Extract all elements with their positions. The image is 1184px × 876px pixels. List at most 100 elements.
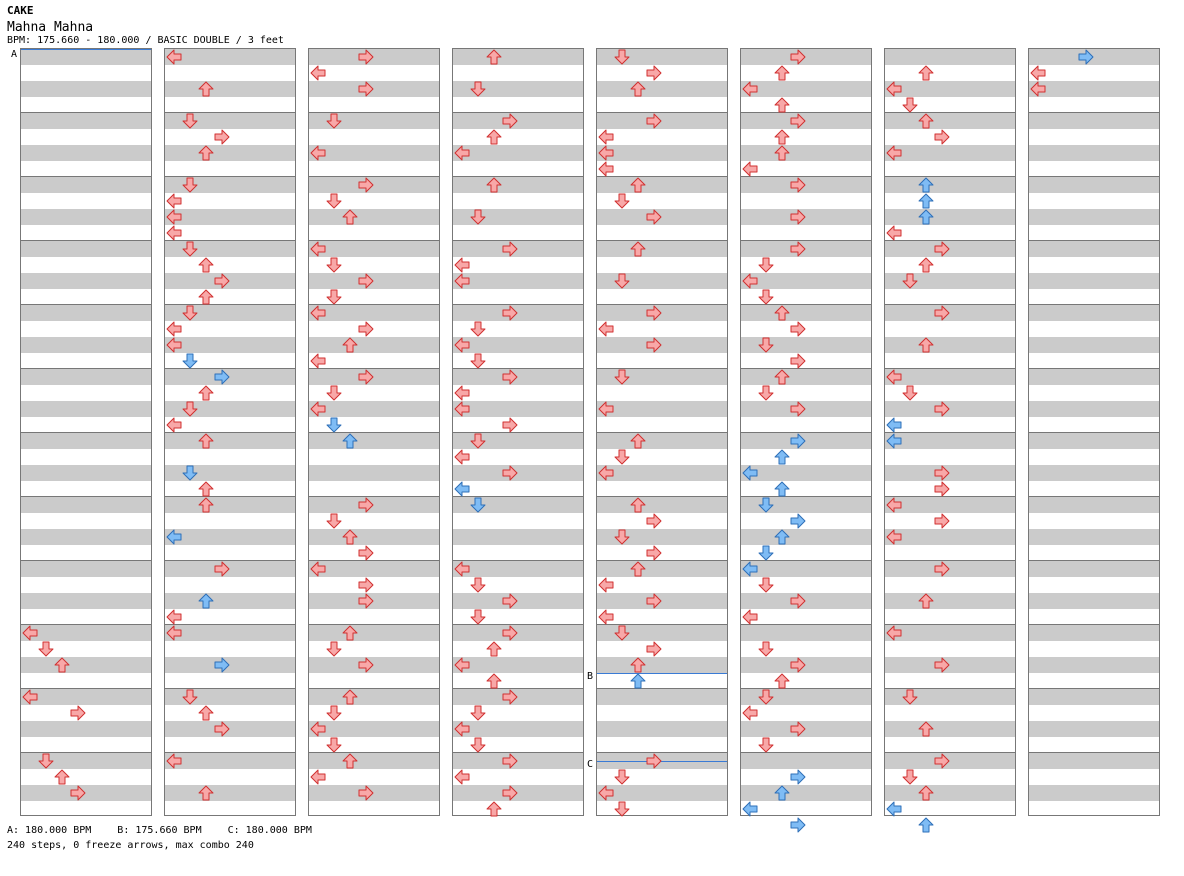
red-left-arrow-icon <box>166 625 182 641</box>
red-right-arrow-icon <box>934 753 950 769</box>
red-up-arrow-icon <box>630 81 646 97</box>
blue-left-arrow-icon <box>454 481 470 497</box>
measure-line <box>885 752 1015 753</box>
measure-line <box>741 368 871 369</box>
red-right-arrow-icon <box>358 273 374 289</box>
red-up-arrow-icon <box>486 673 502 689</box>
chart-column-3 <box>308 48 440 816</box>
red-up-arrow-icon <box>198 433 214 449</box>
red-right-arrow-icon <box>214 561 230 577</box>
measure-line <box>885 304 1015 305</box>
red-left-arrow-icon <box>310 721 326 737</box>
red-down-arrow-icon <box>614 49 630 65</box>
measure-line <box>1029 304 1159 305</box>
red-right-arrow-icon <box>214 721 230 737</box>
red-down-arrow-icon <box>614 193 630 209</box>
red-down-arrow-icon <box>470 609 486 625</box>
red-right-arrow-icon <box>934 241 950 257</box>
measure-line <box>741 176 871 177</box>
blue-left-arrow-icon <box>886 801 902 817</box>
red-up-arrow-icon <box>54 657 70 673</box>
measure-line <box>597 176 727 177</box>
red-right-arrow-icon <box>790 353 806 369</box>
red-right-arrow-icon <box>790 321 806 337</box>
measure-line <box>165 240 295 241</box>
blue-up-arrow-icon <box>918 177 934 193</box>
blue-down-arrow-icon <box>182 465 198 481</box>
measure-line <box>885 112 1015 113</box>
red-left-arrow-icon <box>310 145 326 161</box>
red-left-arrow-icon <box>1030 81 1046 97</box>
red-up-arrow-icon <box>630 497 646 513</box>
red-down-arrow-icon <box>470 705 486 721</box>
measure-line <box>453 560 583 561</box>
red-right-arrow-icon <box>502 369 518 385</box>
red-down-arrow-icon <box>758 641 774 657</box>
bpm-marker-label: A <box>11 49 18 60</box>
measure-line <box>21 368 151 369</box>
red-right-arrow-icon <box>358 545 374 561</box>
blue-right-arrow-icon <box>214 369 230 385</box>
measure-line <box>597 496 727 497</box>
red-right-arrow-icon <box>502 465 518 481</box>
red-up-arrow-icon <box>630 177 646 193</box>
blue-left-arrow-icon <box>742 801 758 817</box>
red-up-arrow-icon <box>774 145 790 161</box>
red-up-arrow-icon <box>198 497 214 513</box>
measure-line <box>21 432 151 433</box>
red-right-arrow-icon <box>502 305 518 321</box>
red-right-arrow-icon <box>790 721 806 737</box>
red-right-arrow-icon <box>358 81 374 97</box>
red-right-arrow-icon <box>358 577 374 593</box>
red-left-arrow-icon <box>310 305 326 321</box>
red-right-arrow-icon <box>358 177 374 193</box>
red-right-arrow-icon <box>934 401 950 417</box>
blue-down-arrow-icon <box>758 545 774 561</box>
red-up-arrow-icon <box>486 129 502 145</box>
red-left-arrow-icon <box>166 209 182 225</box>
bpm-item-b: B: 175.660 BPM <box>117 825 202 836</box>
red-right-arrow-icon <box>502 625 518 641</box>
red-right-arrow-icon <box>502 753 518 769</box>
red-left-arrow-icon <box>310 65 326 81</box>
red-right-arrow-icon <box>646 209 662 225</box>
measure-line <box>1029 176 1159 177</box>
red-down-arrow-icon <box>758 257 774 273</box>
red-up-arrow-icon <box>342 625 358 641</box>
measure-line <box>21 112 151 113</box>
red-left-arrow-icon <box>166 609 182 625</box>
red-up-arrow-icon <box>198 385 214 401</box>
blue-left-arrow-icon <box>742 561 758 577</box>
red-down-arrow-icon <box>758 289 774 305</box>
measure-line <box>21 688 151 689</box>
measure-line <box>165 560 295 561</box>
red-right-arrow-icon <box>502 113 518 129</box>
artist-name: CAKE <box>7 4 34 17</box>
measure-line <box>1029 560 1159 561</box>
measure-line <box>1029 368 1159 369</box>
measure-line <box>885 496 1015 497</box>
red-down-arrow-icon <box>758 737 774 753</box>
red-down-arrow-icon <box>902 385 918 401</box>
red-up-arrow-icon <box>486 641 502 657</box>
red-down-arrow-icon <box>902 273 918 289</box>
measure-line <box>1029 432 1159 433</box>
red-left-arrow-icon <box>742 161 758 177</box>
measure-line <box>453 240 583 241</box>
red-left-arrow-icon <box>166 753 182 769</box>
red-down-arrow-icon <box>470 737 486 753</box>
red-down-arrow-icon <box>326 641 342 657</box>
red-left-arrow-icon <box>454 769 470 785</box>
red-up-arrow-icon <box>198 257 214 273</box>
red-down-arrow-icon <box>182 689 198 705</box>
red-down-arrow-icon <box>38 753 54 769</box>
red-left-arrow-icon <box>22 625 38 641</box>
red-left-arrow-icon <box>742 609 758 625</box>
blue-left-arrow-icon <box>166 529 182 545</box>
measure-line <box>309 496 439 497</box>
red-left-arrow-icon <box>22 689 38 705</box>
red-left-arrow-icon <box>166 225 182 241</box>
measure-line <box>309 560 439 561</box>
measure-line <box>1029 496 1159 497</box>
bpm-marker-label: B <box>587 671 594 682</box>
